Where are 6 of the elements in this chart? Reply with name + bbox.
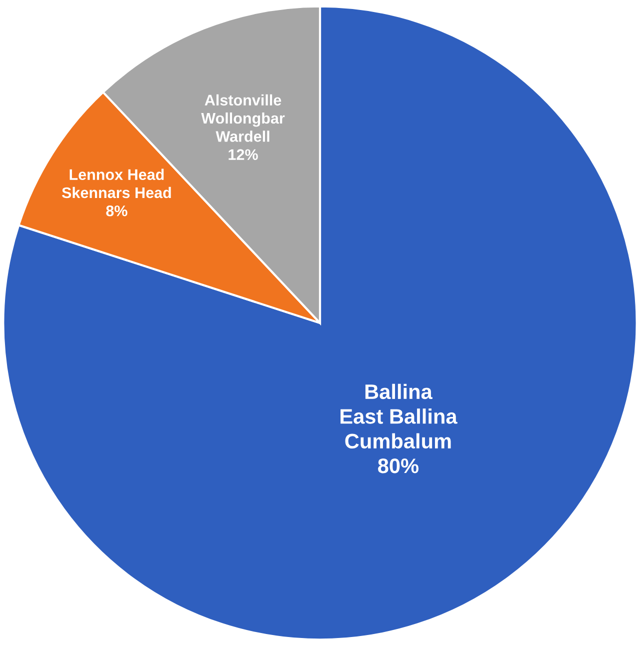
data-label: 80%: [378, 458, 419, 474]
data-label: 8%: [106, 205, 128, 216]
slice-label: Alstonville Wollongbar Wardell: [201, 94, 285, 142]
slice-label: Ballina East Ballina Cumbalum: [340, 384, 458, 449]
slice-label: Lennox Head Skennars Head: [62, 168, 171, 198]
data-label: 12%: [228, 149, 258, 160]
